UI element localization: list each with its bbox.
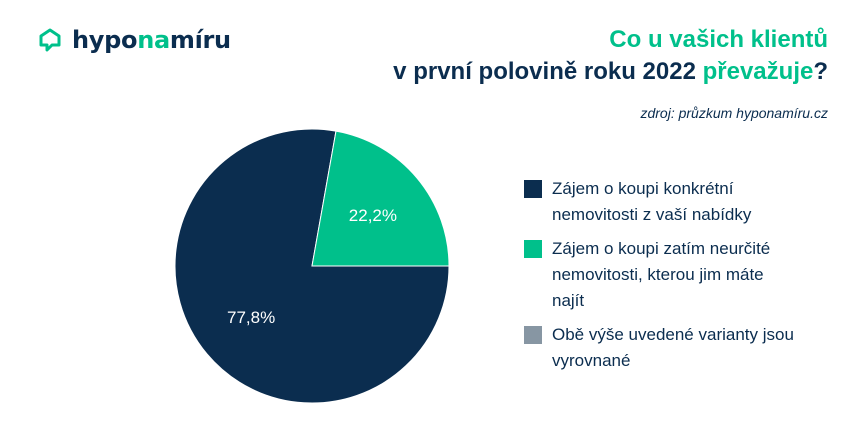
legend: Zájem o koupi konkrétní nemovitosti z va… <box>524 176 844 382</box>
legend-line: nemovitosti, kterou jim máte <box>552 265 764 284</box>
legend-item-undetermined-property: Zájem o koupi zatím neurčité nemovitosti… <box>524 236 844 314</box>
chart-title: Co u vašich klientů v první polovině rok… <box>393 24 828 88</box>
legend-label: Obě výše uvedené varianty jsou vyrovnané <box>552 322 794 374</box>
legend-swatch-dark <box>524 180 542 198</box>
title-line-2-end: ? <box>813 58 828 85</box>
legend-line: Obě výše uvedené varianty jsou <box>552 325 794 344</box>
title-line-2: v první polovině roku 2022 převažuje? <box>393 56 828 88</box>
legend-line: Zájem o koupi konkrétní <box>552 179 734 198</box>
logo-text-na: na <box>137 26 170 54</box>
legend-label: Zájem o koupi konkrétní nemovitosti z va… <box>552 176 751 228</box>
title-line-2-accent: převažuje <box>702 58 814 85</box>
legend-label: Zájem o koupi zatím neurčité nemovitosti… <box>552 236 770 314</box>
pie-data-label: 22,2% <box>349 206 397 225</box>
legend-item-balanced: Obě výše uvedené varianty jsou vyrovnané <box>524 322 844 374</box>
legend-swatch-green <box>524 240 542 258</box>
pie-data-label: 77,8% <box>227 308 275 327</box>
title-line-1: Co u vašich klientů <box>609 26 828 53</box>
house-chat-icon <box>39 28 61 52</box>
source-note: zdroj: průzkum hyponamíru.cz <box>640 105 828 121</box>
legend-line: Zájem o koupi zatím neurčité <box>552 239 771 258</box>
logo-text-hypo: hypo <box>72 26 138 54</box>
logo-text-miru: míru <box>169 26 231 54</box>
legend-item-specific-property: Zájem o koupi konkrétní nemovitosti z va… <box>524 176 844 228</box>
legend-swatch-gray <box>524 326 542 344</box>
pie-slice <box>311 130 450 267</box>
logo-text: hyponamíru <box>72 28 231 52</box>
legend-line: najít <box>552 291 585 310</box>
title-line-2-main: v první polovině roku 2022 <box>393 58 703 85</box>
legend-line: vyrovnané <box>552 351 631 370</box>
logo: hyponamíru <box>38 28 231 52</box>
legend-line: nemovitosti z vaší nabídky <box>552 205 752 224</box>
